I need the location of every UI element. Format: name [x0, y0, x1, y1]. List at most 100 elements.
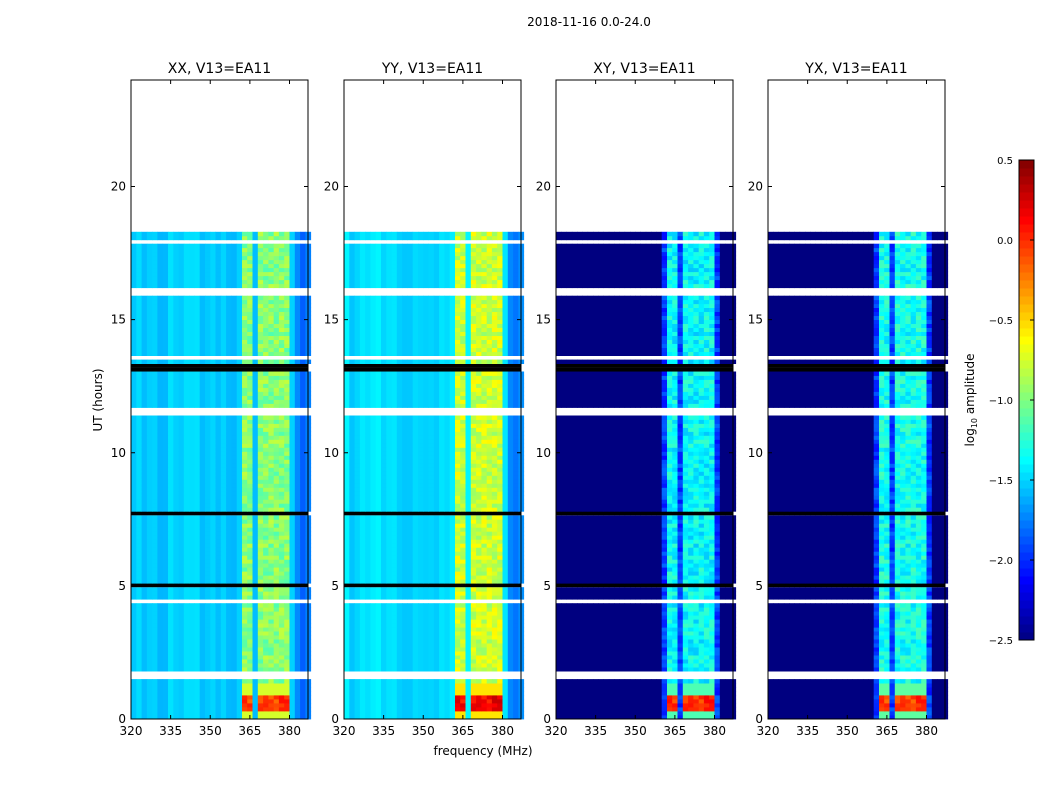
heatmap-cell	[189, 475, 195, 479]
heatmap-cell	[268, 703, 274, 707]
heatmap-cell	[179, 256, 185, 260]
heatmap-cell	[179, 559, 185, 563]
heatmap-cell	[402, 567, 408, 571]
heatmap-cell	[290, 575, 296, 579]
heatmap-cell	[184, 663, 190, 667]
heatmap-cell	[508, 643, 514, 647]
heatmap-cell	[370, 679, 376, 683]
heatmap-cell	[216, 603, 222, 607]
heatmap-cell	[365, 607, 371, 611]
heatmap-cell	[300, 683, 306, 687]
heatmap-cell	[460, 555, 466, 559]
heatmap-cell	[392, 667, 398, 671]
heatmap-cell	[263, 499, 269, 503]
heatmap-cell	[247, 396, 253, 400]
heatmap-cell	[231, 591, 237, 595]
heatmap-cell	[300, 252, 306, 256]
heatmap-cell	[210, 256, 216, 260]
heatmap-cell	[268, 543, 274, 547]
heatmap-cell	[131, 519, 137, 523]
heatmap-cell	[253, 467, 259, 471]
heatmap-cell	[344, 567, 350, 571]
heatmap-cell	[439, 567, 445, 571]
heatmap-cell	[258, 563, 264, 567]
heatmap-cell	[258, 264, 264, 268]
heatmap-cell	[370, 611, 376, 615]
heatmap-cell	[279, 248, 285, 252]
heatmap-cell	[253, 483, 259, 487]
heatmap-cell	[392, 567, 398, 571]
heatmap-cell	[205, 268, 211, 272]
heatmap-cell	[455, 603, 461, 607]
heatmap-cell	[247, 296, 253, 300]
heatmap-cell	[157, 703, 163, 707]
heatmap-cell	[247, 543, 253, 547]
heatmap-cell	[268, 451, 274, 455]
heatmap-cell	[147, 352, 153, 356]
heatmap-cell	[274, 679, 280, 683]
heatmap-cell	[221, 515, 227, 519]
heatmap-cell	[216, 491, 222, 495]
heatmap-cell	[392, 639, 398, 643]
heatmap-cell	[268, 284, 274, 288]
heatmap-cell	[423, 655, 429, 659]
heatmap-cell	[136, 479, 142, 483]
heatmap-cell	[258, 451, 264, 455]
heatmap-cell	[168, 276, 174, 280]
heatmap-cell	[242, 691, 248, 695]
heatmap-cell	[360, 611, 366, 615]
heatmap-cell	[253, 563, 259, 567]
heatmap-cell	[253, 507, 259, 511]
heatmap-cell	[492, 655, 498, 659]
heatmap-cell	[210, 376, 216, 380]
heatmap-cell	[247, 475, 253, 479]
heatmap-cell	[370, 591, 376, 595]
heatmap-cell	[226, 639, 232, 643]
heatmap-cell	[268, 276, 274, 280]
heatmap-cell	[173, 376, 179, 380]
heatmap-cell	[466, 615, 472, 619]
heatmap-cell	[194, 268, 200, 272]
heatmap-cell	[147, 236, 153, 240]
heatmap-cell	[237, 304, 243, 308]
heatmap-cell	[513, 659, 519, 663]
heatmap-cell	[237, 360, 243, 364]
heatmap-cell	[381, 591, 387, 595]
heatmap-cell	[397, 591, 403, 595]
heatmap-cell	[231, 332, 237, 336]
heatmap-cell	[237, 483, 243, 487]
heatmap-cell	[295, 380, 301, 384]
heatmap-cell	[237, 627, 243, 631]
heatmap-cell	[226, 695, 232, 699]
heatmap-cell	[370, 707, 376, 711]
heatmap-cell	[168, 687, 174, 691]
heatmap-cell	[300, 236, 306, 240]
heatmap-cell	[205, 567, 211, 571]
heatmap-cell	[147, 655, 153, 659]
heatmap-cell	[231, 435, 237, 439]
heatmap-cell	[376, 707, 382, 711]
heatmap-cell	[147, 579, 153, 583]
heatmap-cell	[247, 479, 253, 483]
heatmap-cell	[210, 515, 216, 519]
heatmap-cell	[152, 455, 158, 459]
heatmap-cell	[205, 703, 211, 707]
heatmap-cell	[279, 591, 285, 595]
heatmap-cell	[163, 495, 169, 499]
heatmap-cell	[168, 499, 174, 503]
heatmap-cell	[194, 420, 200, 424]
heatmap-cell	[147, 559, 153, 563]
heatmap-cell	[147, 475, 153, 479]
heatmap-cell	[136, 575, 142, 579]
heatmap-cell	[157, 252, 163, 256]
heatmap-cell	[147, 380, 153, 384]
heatmap-cell	[231, 595, 237, 599]
heatmap-cell	[194, 683, 200, 687]
heatmap-cell	[279, 447, 285, 451]
heatmap-cell	[216, 252, 222, 256]
heatmap-cell	[231, 699, 237, 703]
heatmap-cell	[216, 475, 222, 479]
heatmap-cell	[163, 236, 169, 240]
heatmap-cell	[184, 543, 190, 547]
heatmap-cell	[503, 603, 509, 607]
